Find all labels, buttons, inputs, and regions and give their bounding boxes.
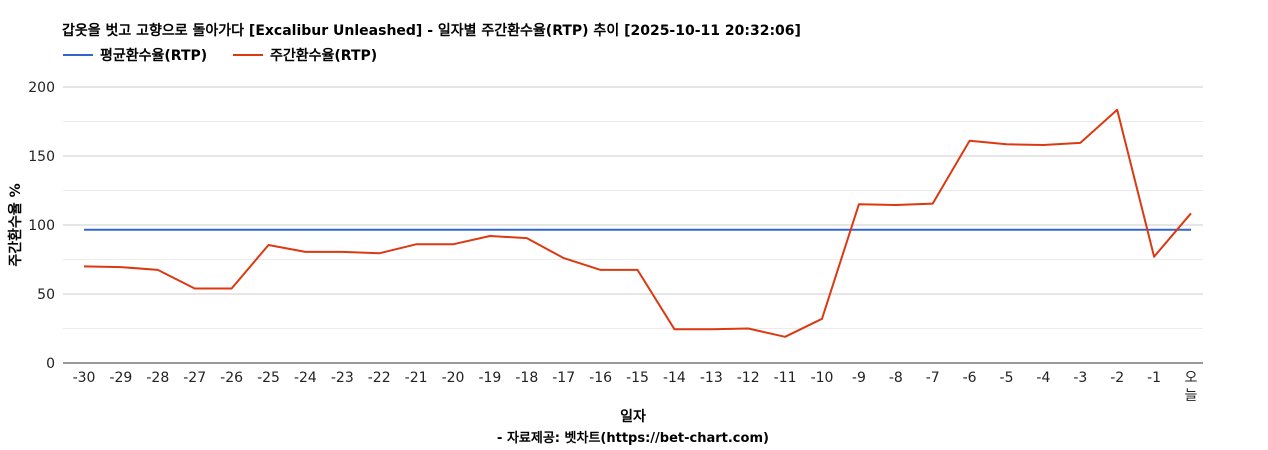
x-tick-label: -6: [963, 370, 977, 386]
x-tick-label: -25: [257, 370, 280, 386]
x-tick-label: -7: [926, 370, 940, 386]
x-tick-label: -1: [1147, 370, 1161, 386]
y-tick-label: 50: [37, 287, 55, 303]
x-tick-label: -2: [1110, 370, 1124, 386]
x-axis-ticks: -30 -29 -28 -27 -26 -25 -24 -23 -22 -21 -20 -19 -18-…: [73, 370, 1198, 404]
x-tick-label: -11: [774, 370, 797, 386]
x-tick-label: -3: [1073, 370, 1087, 386]
x-tick-label: -20: [442, 370, 465, 386]
x-tick-label: -13: [700, 370, 723, 386]
x-tick-label: -8: [889, 370, 903, 386]
x-tick-label: -4: [1036, 370, 1050, 386]
y-axis-ticks: 0 50 100 150 200: [28, 80, 55, 372]
x-tick-label: -12: [737, 370, 760, 386]
gridlines: [63, 86, 1203, 329]
x-tick-label: -24: [294, 370, 317, 386]
y-tick-label: 0: [46, 356, 55, 372]
chart-title: 갑옷을 벗고 고향으로 돌아가다 [Excalibur Unleashed] -…: [62, 22, 801, 39]
y-tick-label: 150: [28, 149, 55, 165]
x-tick-label: -28: [146, 370, 169, 386]
x-tick-label: -27: [183, 370, 206, 386]
x-tick-label: -15: [626, 370, 649, 386]
x-tick-label: -17: [552, 370, 575, 386]
x-tick-label: -23: [331, 370, 354, 386]
source-credit: - 자료제공: 벳차트(https://bet-chart.com): [497, 430, 769, 446]
x-tick-label: -22: [368, 370, 391, 386]
series-line-weekly: [83, 108, 1192, 338]
legend-label-avg: 평균환수율(RTP): [100, 47, 207, 64]
x-tick-label: -30: [73, 370, 96, 386]
x-tick-label: -26: [220, 370, 243, 386]
y-tick-label: 200: [28, 80, 55, 96]
y-tick-label: 100: [28, 218, 55, 234]
y-axis-title: 주간환수율 %: [7, 183, 24, 266]
x-tick-label: -10: [811, 370, 834, 386]
x-tick-label: -18: [515, 370, 538, 386]
x-axis-title: 일자: [620, 409, 646, 425]
x-tick-label: -19: [478, 370, 501, 386]
legend-label-weekly: 주간환수율(RTP): [270, 47, 377, 64]
x-tick-label: -14: [663, 370, 686, 386]
x-tick-label: -16: [589, 370, 612, 386]
x-tick-label: -9: [852, 370, 866, 386]
x-tick-label: -21: [405, 370, 428, 386]
x-tick-label: -5: [1000, 370, 1014, 386]
x-tick-label: -29: [109, 370, 132, 386]
series-lines: [83, 108, 1192, 338]
legend: 평균환수율(RTP) 주간환수율(RTP): [63, 47, 377, 64]
